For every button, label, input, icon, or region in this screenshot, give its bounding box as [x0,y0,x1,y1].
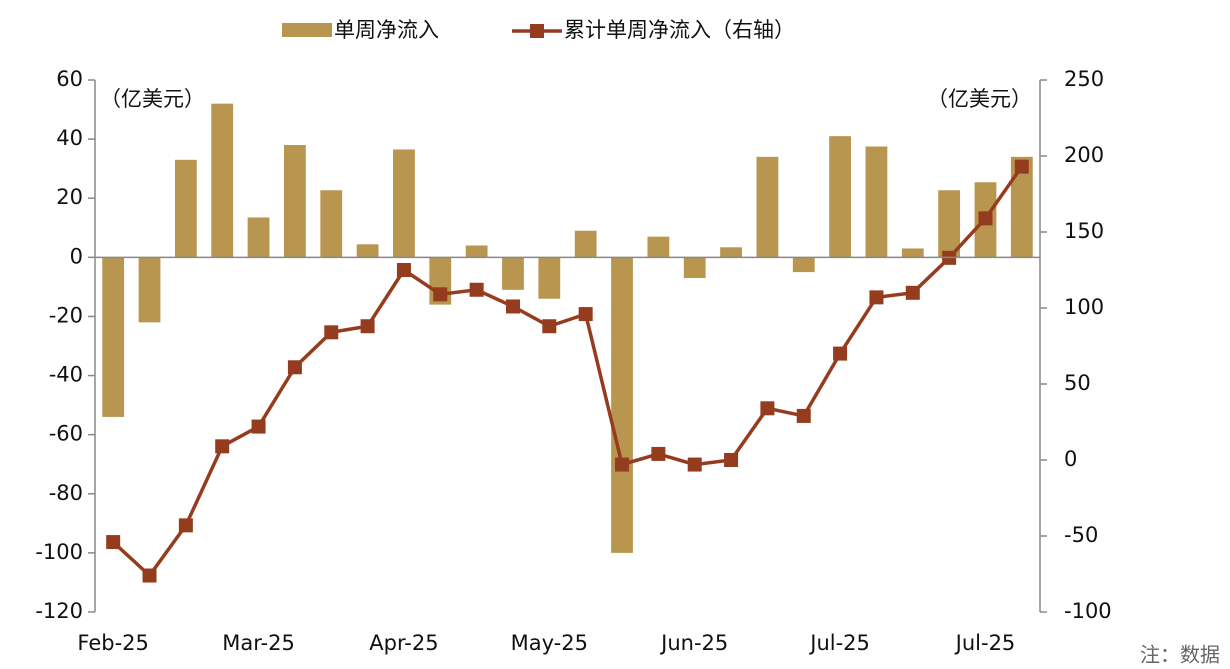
legend-swatch [282,23,332,37]
line-marker [651,446,666,461]
x-tick-label: Apr-25 [369,631,438,655]
line-marker [215,439,230,454]
line-marker [615,457,630,472]
x-tick-label: Jul-25 [954,631,1016,655]
y2-tick-label: 200 [1064,143,1104,167]
line-marker [542,319,557,334]
line-marker [287,360,302,375]
y-tick-label: -40 [49,363,83,387]
y2-tick-label: 250 [1064,67,1104,91]
bar [720,247,742,258]
y2-tick-label: 0 [1064,447,1077,471]
y-tick-label: 60 [56,67,83,91]
bar [938,190,961,258]
bar [320,190,343,258]
bar [284,145,306,258]
line [111,165,1024,579]
y2-tick-label: 150 [1064,219,1104,243]
line-marker [433,287,448,302]
y-tick-label: 20 [56,185,83,209]
line-marker [360,319,375,334]
line-marker [833,346,848,361]
line-marker [724,453,739,467]
line-marker [1014,159,1029,174]
y2-tick-label: -50 [1064,523,1098,547]
y2-tick-label: 100 [1064,295,1104,319]
line-marker [687,457,702,472]
y-tick-label: 0 [70,244,83,268]
bar [611,257,633,553]
bar [174,159,197,258]
y-axis-unit: （亿美元） [100,87,205,111]
bar [792,257,815,273]
y-tick-label: -80 [49,481,83,505]
bar [102,257,125,417]
y-tick-label: -100 [35,540,83,564]
line-marker [905,285,920,300]
line-marker [178,518,193,533]
line-marker [469,282,484,297]
y2-axis-unit: （亿美元） [927,87,1032,111]
bar [393,149,415,258]
line-marker [142,568,157,583]
y-tick-label: -120 [35,599,83,623]
bar [465,245,488,258]
note: 注：数据 [1140,643,1220,667]
line-marker [760,401,775,416]
y2-tick-label: 50 [1064,371,1091,395]
x-tick-label: Feb-25 [77,631,148,655]
x-tick-label: May-25 [511,631,588,655]
bar [865,146,888,258]
bar [356,244,379,258]
line-marker [324,325,339,340]
bar [647,236,670,258]
line-marker [796,408,811,423]
bar [138,257,161,323]
x-tick-label: Jul-25 [808,631,870,655]
line-marker [978,211,993,226]
bar [1010,156,1033,258]
line-marker [251,419,266,434]
line-marker [106,535,121,550]
line-marker [505,299,520,314]
bar [829,136,851,258]
bar [247,217,270,258]
line-marker [396,263,411,277]
line-marker [869,290,884,305]
bar [502,257,524,290]
legend-label: 单周净流入 [334,18,439,42]
y-tick-label: -20 [49,303,83,327]
y-tick-label: 40 [56,126,83,150]
legend-label: 累计单周净流入（右轴） [564,18,795,42]
y2-tick-label: -100 [1064,599,1112,623]
bar [901,248,924,258]
y-tick-label: -60 [49,422,83,446]
line-marker [578,307,593,322]
bar [756,156,779,258]
bar [211,103,234,258]
x-tick-label: Mar-25 [222,631,295,655]
bar [574,230,597,258]
bar [683,257,706,279]
bar [538,257,561,299]
legend-marker [530,24,544,38]
x-tick-label: Jun-25 [659,631,728,655]
